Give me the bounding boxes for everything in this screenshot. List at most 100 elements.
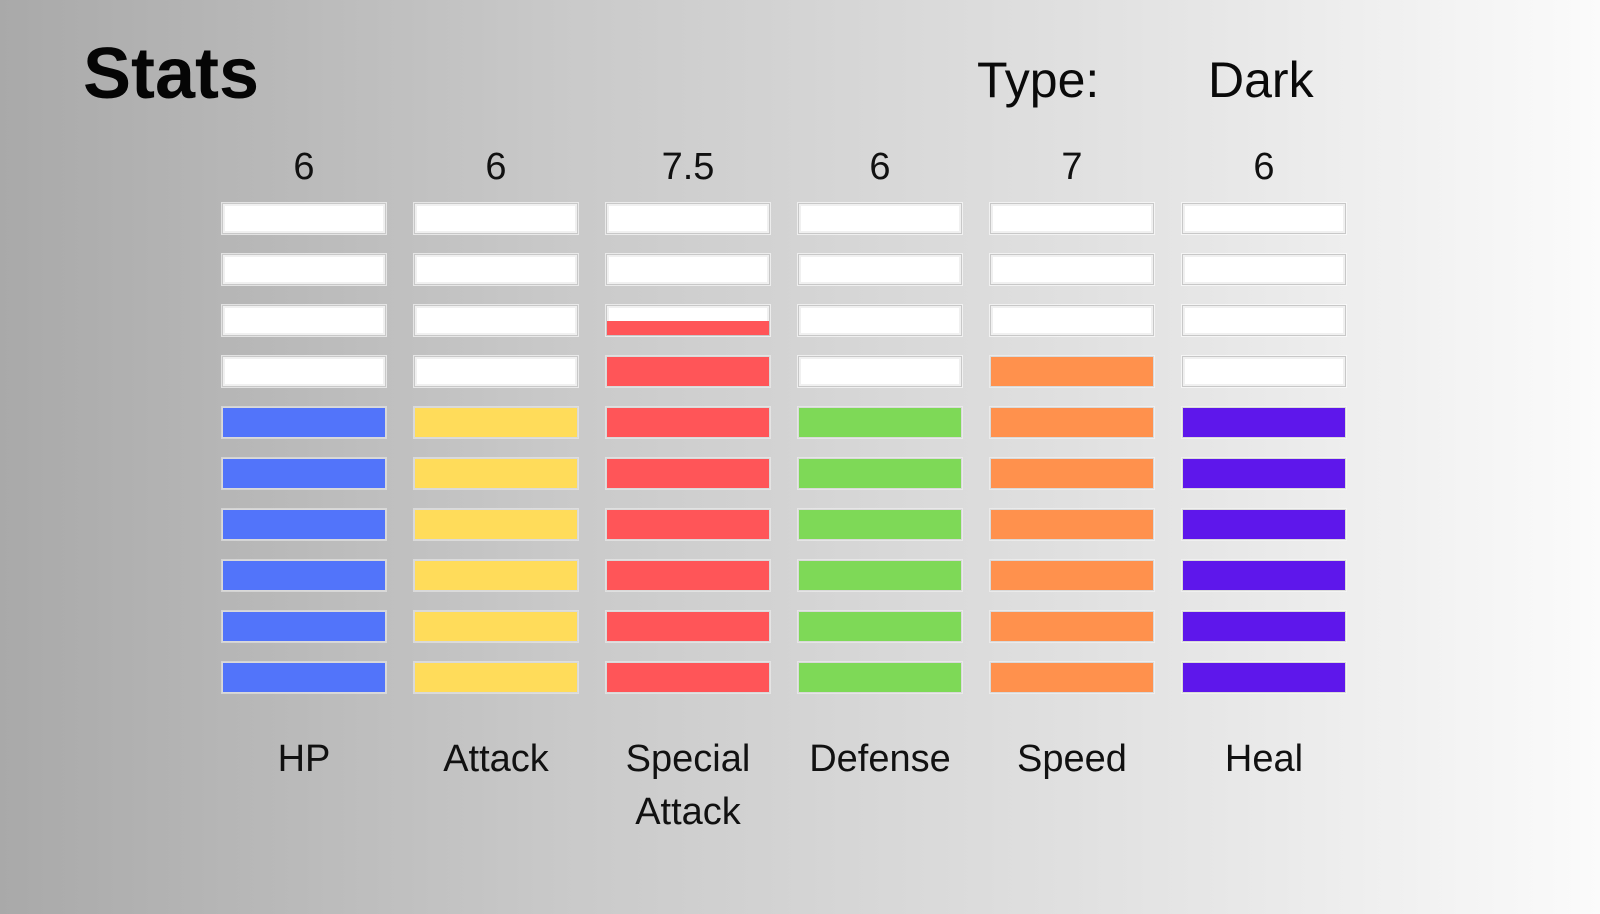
bar-segment-fill — [415, 561, 577, 590]
bar-segment-fill — [799, 663, 961, 692]
bar-segment-fill — [415, 510, 577, 539]
stat-name: Heal — [1224, 738, 1304, 780]
bar-segment-fill — [991, 408, 1153, 437]
bar-segment-fill — [1183, 510, 1345, 539]
bar-segment — [798, 203, 962, 234]
stat-name: Attack — [443, 738, 549, 780]
bar-segment — [798, 356, 962, 387]
bar-segment — [798, 458, 962, 489]
bar-segment-fill — [223, 612, 385, 641]
bar-segment — [414, 356, 578, 387]
bar-segment — [414, 203, 578, 234]
bar-segment-fill — [991, 510, 1153, 539]
bar-segment-fill — [415, 459, 577, 488]
bar-segment-fill — [799, 459, 961, 488]
stat-name: Speed — [1017, 738, 1127, 780]
bar-segment-fill — [607, 408, 769, 437]
bar-segment — [414, 407, 578, 438]
bar-segment — [414, 611, 578, 642]
bar-segment-fill — [1183, 561, 1345, 590]
bar-segment — [222, 458, 386, 489]
bar-segment-fill — [991, 612, 1153, 641]
bar-segment — [990, 254, 1154, 285]
bar-segment-fill — [607, 663, 769, 692]
bar-segment — [798, 254, 962, 285]
bar-segment — [606, 611, 770, 642]
bar-segment — [990, 305, 1154, 336]
stat-name: HP — [277, 738, 331, 780]
bar-segment-fill — [991, 459, 1153, 488]
bar-segment — [798, 662, 962, 693]
bar-segment — [606, 356, 770, 387]
bar-segment — [414, 458, 578, 489]
bar-segment — [414, 662, 578, 693]
bar-segment — [1182, 254, 1346, 285]
bar-segment — [1182, 203, 1346, 234]
bar-segment-fill — [607, 561, 769, 590]
bar-segment — [990, 662, 1154, 693]
bar-segment — [222, 662, 386, 693]
stat-value: 7 — [1061, 146, 1083, 188]
bar-segment-fill — [1183, 408, 1345, 437]
bar-segment — [222, 356, 386, 387]
bar-segment — [1182, 356, 1346, 387]
bar-segment-fill — [415, 408, 577, 437]
bar-segment-fill — [799, 561, 961, 590]
bar-segment-fill — [991, 663, 1153, 692]
bar-segment-fill — [223, 510, 385, 539]
bar-segment — [606, 509, 770, 540]
bar-segment — [990, 560, 1154, 591]
bar-segment-fill — [991, 357, 1153, 386]
type-label: Type: — [977, 52, 1100, 108]
stat-value: 6 — [869, 146, 891, 188]
stat-name: Defense — [809, 738, 951, 780]
bar-segment — [990, 458, 1154, 489]
bar-segment — [1182, 407, 1346, 438]
bar-segment-fill — [799, 510, 961, 539]
bar-segment-fill — [799, 408, 961, 437]
bar-segment — [222, 611, 386, 642]
bar-segment — [606, 407, 770, 438]
bar-segment-fill — [607, 510, 769, 539]
bar-segment-fill — [415, 663, 577, 692]
bar-segment-fill — [607, 459, 769, 488]
bar-segment — [606, 305, 770, 336]
bar-segment-fill — [223, 459, 385, 488]
bar-segment — [606, 458, 770, 489]
bar-segment-fill — [223, 561, 385, 590]
bar-segment — [222, 254, 386, 285]
stat-value: 6 — [1253, 146, 1275, 188]
stat-value: 6 — [485, 146, 507, 188]
bar-segment — [798, 509, 962, 540]
bar-segment — [798, 611, 962, 642]
bar-segment — [990, 407, 1154, 438]
bar-segment-fill — [223, 408, 385, 437]
bar-segment-fill — [415, 612, 577, 641]
bar-segment — [222, 560, 386, 591]
bar-segment-fill — [607, 320, 769, 335]
bar-segment — [990, 611, 1154, 642]
bar-segment — [606, 560, 770, 591]
bar-segment-fill — [1183, 459, 1345, 488]
page-title: Stats — [83, 34, 260, 114]
stat-name: Special Attack — [625, 738, 751, 833]
bar-segment — [222, 407, 386, 438]
bar-segment — [222, 203, 386, 234]
bar-segment — [1182, 305, 1346, 336]
bar-segment — [414, 560, 578, 591]
bar-segment-fill — [607, 357, 769, 386]
stat-value: 7.5 — [661, 146, 715, 188]
bar-segment — [414, 254, 578, 285]
bar-segment — [414, 509, 578, 540]
bar-segment — [1182, 458, 1346, 489]
bar-segment — [798, 560, 962, 591]
bar-segment — [606, 662, 770, 693]
bar-segment — [990, 509, 1154, 540]
bar-segment — [990, 356, 1154, 387]
bar-segment — [1182, 611, 1346, 642]
bar-segment — [606, 254, 770, 285]
bar-segment — [1182, 560, 1346, 591]
bar-segment — [990, 203, 1154, 234]
stat-value: 6 — [293, 146, 315, 188]
